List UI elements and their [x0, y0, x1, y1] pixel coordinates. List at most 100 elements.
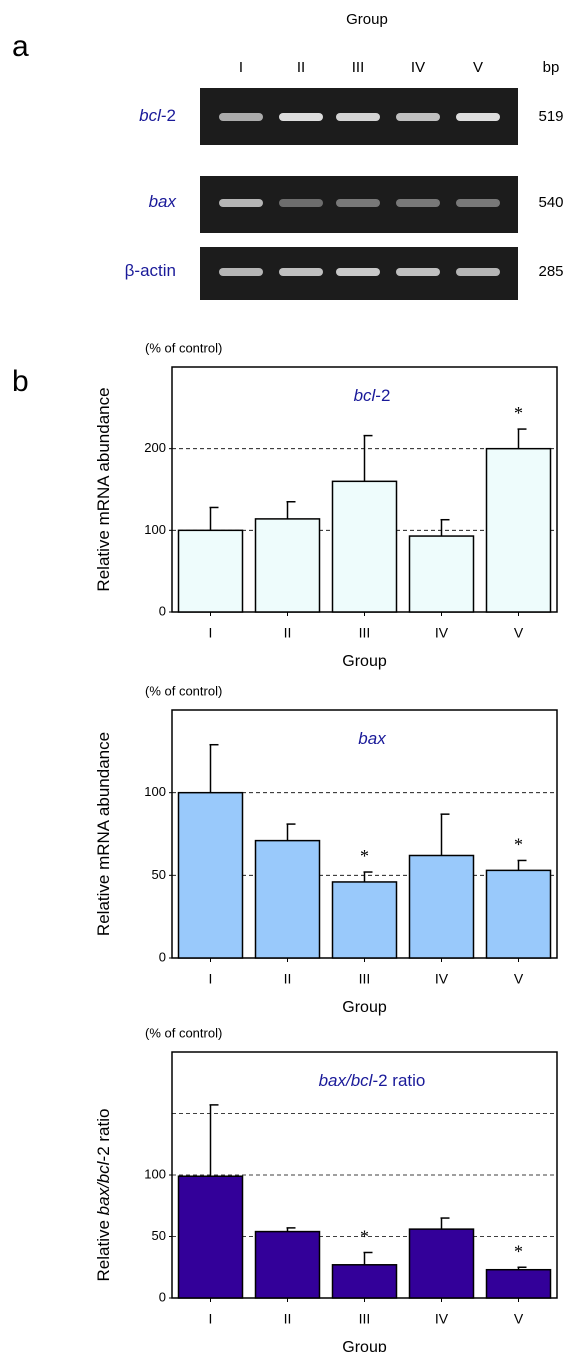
y-axis-label-part: Relative mRNA abundance: [94, 732, 113, 936]
bar: [487, 870, 551, 958]
bar: [179, 793, 243, 958]
chart-title: bax/bcl-2 ratio: [319, 1071, 426, 1090]
x-tick-label: II: [284, 1311, 292, 1327]
bar: [333, 882, 397, 958]
gel-band: [336, 199, 380, 207]
significance-mark: *: [360, 846, 369, 866]
gel-band: [219, 268, 263, 276]
bar: [487, 1270, 551, 1298]
y-tick-label: 0: [159, 603, 166, 618]
gene-label-part: bax: [149, 192, 177, 211]
chart-title: bax: [358, 729, 386, 748]
y-tick-label: 0: [159, 1289, 166, 1304]
y-tick-label: 200: [144, 440, 166, 455]
chart-title-part: -2: [375, 386, 390, 405]
gel-band: [279, 268, 323, 276]
size-label: 540: [538, 194, 563, 211]
gel-band: [279, 199, 323, 207]
gel-band: [456, 268, 500, 276]
unit-label: (% of control): [145, 340, 222, 355]
bar: [179, 1176, 243, 1298]
size-label: 285: [538, 263, 563, 280]
x-tick-label: III: [359, 1311, 371, 1327]
y-axis-label-part: Relative: [94, 1215, 113, 1281]
size-header: bp: [543, 59, 560, 76]
unit-label: (% of control): [145, 683, 222, 698]
gel-band: [219, 199, 263, 207]
significance-mark: *: [514, 403, 523, 423]
gene-label: bcl-2: [139, 106, 176, 125]
gene-label: β-actin: [125, 261, 176, 280]
x-tick-label: I: [209, 1311, 213, 1327]
y-tick-label: 50: [152, 1228, 166, 1243]
y-axis-label-part: bax/bcl: [94, 1160, 113, 1215]
x-tick-label: IV: [435, 1311, 449, 1327]
chart-title-part: bax/bcl: [319, 1071, 374, 1090]
chart-title-part: bcl: [354, 386, 377, 405]
bar: [410, 536, 474, 612]
gene-label-part: -2: [161, 106, 176, 125]
lane-label: V: [473, 59, 483, 76]
group-title: Group: [346, 11, 388, 28]
significance-mark: *: [514, 835, 523, 855]
gene-label-part: bcl: [139, 106, 162, 125]
y-axis-label-part: -2 ratio: [94, 1109, 113, 1162]
bar: [256, 1232, 320, 1298]
gel-band: [336, 113, 380, 121]
unit-label: (% of control): [145, 1025, 222, 1040]
x-axis-label: Group: [342, 653, 387, 670]
x-tick-label: II: [284, 625, 292, 641]
x-tick-label: V: [514, 971, 524, 987]
gel-band: [336, 268, 380, 276]
x-axis-label: Group: [342, 1339, 387, 1352]
x-tick-label: I: [209, 971, 213, 987]
bar: [333, 1265, 397, 1298]
bar: [256, 841, 320, 958]
lane-label: I: [239, 59, 243, 76]
lane-label: III: [352, 59, 365, 76]
size-label: 519: [538, 108, 563, 125]
gene-label: bax: [149, 192, 177, 211]
x-tick-label: III: [359, 971, 371, 987]
panel-label: b: [12, 365, 29, 398]
y-axis-label-part: Relative mRNA abundance: [94, 387, 113, 591]
chart-title-part: -2 ratio: [372, 1071, 425, 1090]
gel-band: [456, 113, 500, 121]
y-axis-label: Relative mRNA abundance: [94, 732, 113, 936]
chart-title-part: bax: [358, 729, 386, 748]
x-tick-label: IV: [435, 971, 449, 987]
gel-band: [219, 113, 263, 121]
x-axis-label: Group: [342, 999, 387, 1016]
y-tick-label: 50: [152, 867, 166, 882]
bar: [410, 1229, 474, 1298]
y-axis-label: Relative bax/bcl-2 ratio: [94, 1109, 113, 1282]
bar: [410, 855, 474, 958]
panel-label: a: [12, 30, 29, 63]
gel-band: [396, 113, 440, 121]
chart-title: bcl-2: [354, 386, 391, 405]
bar: [256, 519, 320, 612]
y-tick-label: 0: [159, 949, 166, 964]
lane-label: II: [297, 59, 305, 76]
x-tick-label: IV: [435, 625, 449, 641]
gene-label-part: β-actin: [125, 261, 176, 280]
y-axis-label: Relative mRNA abundance: [94, 387, 113, 591]
gel-band: [396, 199, 440, 207]
gel-band: [396, 268, 440, 276]
figure: a Group bp b IIIIIIIVVbcl-2519bax540β-ac…: [0, 0, 575, 1352]
significance-mark: *: [514, 1241, 523, 1261]
significance-mark: *: [360, 1227, 369, 1247]
x-tick-label: V: [514, 1311, 524, 1327]
x-tick-label: V: [514, 625, 524, 641]
bar: [487, 449, 551, 612]
bar: [333, 481, 397, 612]
lane-label: IV: [411, 59, 425, 76]
x-tick-label: II: [284, 971, 292, 987]
y-tick-label: 100: [144, 522, 166, 537]
bar: [179, 530, 243, 612]
gel-band: [279, 113, 323, 121]
y-tick-label: 100: [144, 784, 166, 799]
y-tick-label: 100: [144, 1166, 166, 1181]
x-tick-label: I: [209, 625, 213, 641]
gel-band: [456, 199, 500, 207]
